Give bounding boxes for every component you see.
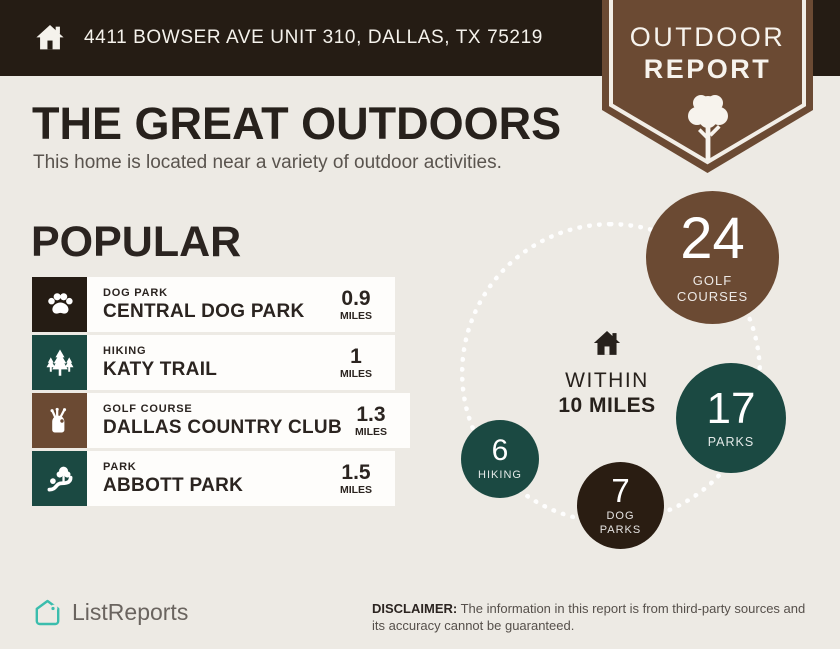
item-name: ABBOTT PARK <box>103 474 244 496</box>
dog-parks-bubble: 7 DOG PARKS <box>577 462 664 549</box>
popular-heading: POPULAR <box>31 218 242 266</box>
item-distance-unit: MILES <box>339 309 373 322</box>
badge-shape <box>602 0 813 173</box>
item-name: DALLAS COUNTRY CLUB <box>103 416 342 438</box>
golf-course-iconbox <box>32 393 87 448</box>
badge-line2: REPORT <box>643 54 772 84</box>
badge-text: OUTDOOR REPORT <box>602 22 813 85</box>
golf-bag-icon <box>50 407 66 432</box>
listreports-logo: ListReports <box>32 598 188 626</box>
dog-parks-label: DOG PARKS <box>599 510 642 536</box>
hiking-iconbox <box>32 335 87 390</box>
within-label: WITHIN <box>565 369 649 392</box>
item-name: KATY TRAIL <box>103 358 218 380</box>
list-card: DOG PARK CENTRAL DOG PARK 0.9 MILES <box>87 277 395 332</box>
dog-parks-count: 7 <box>611 472 630 510</box>
badge-line1: OUTDOOR <box>629 22 786 52</box>
item-name: CENTRAL DOG PARK <box>103 300 305 322</box>
parks-count: 17 <box>706 383 756 433</box>
paw-icon <box>47 292 73 314</box>
dog-park-iconbox <box>32 277 87 332</box>
list-item: HIKING KATY TRAIL 1 MILES <box>32 335 395 390</box>
park-tree-icon <box>47 466 72 491</box>
outdoor-report-badge: OUTDOOR REPORT <box>602 0 813 176</box>
popular-list: DOG PARK CENTRAL DOG PARK 0.9 MILES <box>32 277 410 506</box>
property-address: 4411 BOWSER AVE UNIT 310, DALLAS, TX 752… <box>84 27 543 48</box>
item-distance-unit: MILES <box>339 367 373 380</box>
radius-center-label: WITHIN 10 MILES <box>537 329 677 418</box>
radius-distance: 10 MILES <box>558 394 656 417</box>
home-icon <box>593 331 621 355</box>
golf-courses-count: 24 <box>680 206 745 272</box>
list-item: PARK ABBOTT PARK 1.5 MILES <box>32 451 395 506</box>
golf-courses-label: GOLF COURSES <box>676 273 749 304</box>
park-iconbox <box>32 451 87 506</box>
list-item: DOG PARK CENTRAL DOG PARK 0.9 MILES <box>32 277 395 332</box>
tree-icon <box>687 95 728 160</box>
hiking-label: HIKING <box>478 468 522 481</box>
item-distance-unit: MILES <box>354 425 388 438</box>
item-category: DOG PARK <box>103 286 168 299</box>
item-category: GOLF COURSE <box>103 402 193 415</box>
brand-name: ListReports <box>72 598 189 625</box>
golf-courses-bubble: 24 GOLF COURSES <box>646 191 779 324</box>
item-category: HIKING <box>103 344 147 357</box>
parks-bubble: 17 PARKS <box>676 363 786 473</box>
item-category: PARK <box>103 460 137 473</box>
disclaimer: DISCLAIMER: The information in this repo… <box>372 601 817 635</box>
list-item: GOLF COURSE DALLAS COUNTRY CLUB 1.3 MILE… <box>32 393 410 448</box>
page-title: THE GREAT OUTDOORS <box>32 98 562 149</box>
item-distance: 1.5 <box>341 460 371 484</box>
listreports-icon <box>35 599 60 626</box>
item-distance: 0.9 <box>341 286 371 310</box>
list-card: PARK ABBOTT PARK 1.5 MILES <box>87 451 395 506</box>
item-distance: 1.3 <box>356 402 386 426</box>
pine-trees-icon <box>46 349 73 376</box>
parks-label: PARKS <box>707 434 755 449</box>
list-card: HIKING KATY TRAIL 1 MILES <box>87 335 395 390</box>
item-distance: 1 <box>350 344 362 368</box>
disclaimer-text: The information in this report is from t… <box>372 601 806 633</box>
disclaimer-label: DISCLAIMER: <box>372 601 458 616</box>
hiking-bubble: 6 HIKING <box>461 420 539 498</box>
item-distance-unit: MILES <box>339 483 373 496</box>
list-card: GOLF COURSE DALLAS COUNTRY CLUB 1.3 MILE… <box>87 393 410 448</box>
house-icon <box>36 24 64 50</box>
page-subtitle: This home is located near a variety of o… <box>33 152 502 173</box>
hiking-count: 6 <box>491 433 509 467</box>
